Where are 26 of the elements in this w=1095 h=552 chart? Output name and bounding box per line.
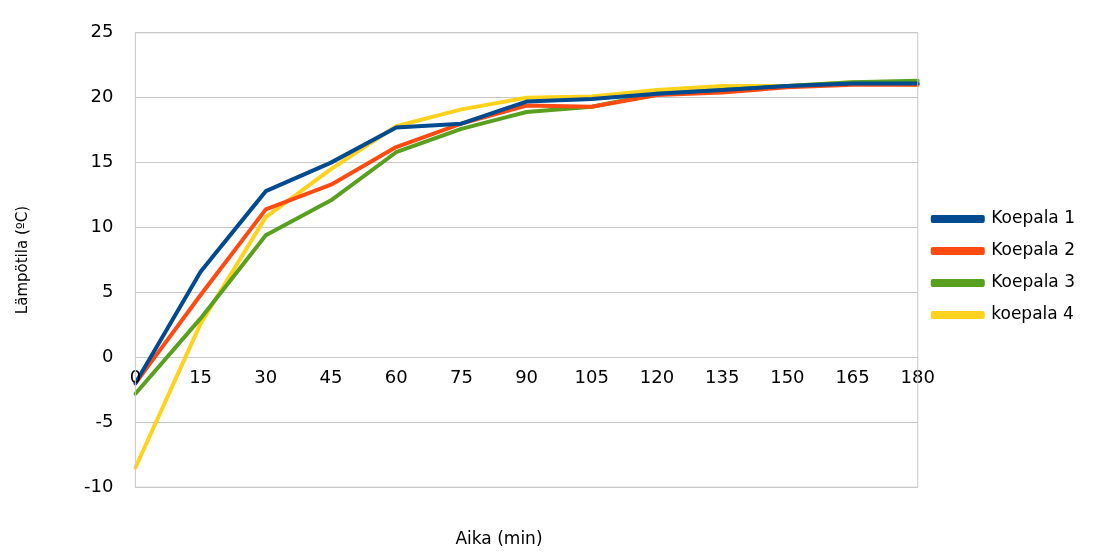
y-tick-label: 10: [90, 215, 114, 237]
y-tick-label: 25: [90, 20, 114, 42]
y-tick-label: 20: [90, 85, 114, 107]
y-axis-title: Lämpötila (ºC): [12, 205, 31, 315]
legend-label: Koepala 3: [991, 271, 1075, 292]
legend-label: Koepala 2: [991, 239, 1075, 260]
x-axis-title: Aika (min): [454, 528, 544, 548]
x-tick-label: 15: [189, 366, 213, 388]
x-tick-label: 180: [900, 366, 935, 388]
x-tick-label: 30: [254, 366, 278, 388]
y-tick-label: 0: [101, 345, 114, 367]
x-tick-label: 45: [319, 366, 343, 388]
y-tick-label: -10: [83, 474, 114, 496]
x-tick-label: 150: [770, 366, 805, 388]
y-tick-label: 5: [101, 280, 114, 302]
x-tick-label: 165: [835, 366, 870, 388]
x-tick-label: 120: [639, 366, 675, 388]
legend-label: Koepala 1: [991, 207, 1075, 228]
x-tick-label: 75: [449, 366, 473, 388]
legend-label: koepala 4: [991, 303, 1074, 324]
x-tick-label: 105: [574, 366, 609, 388]
x-tick-label: 90: [515, 366, 539, 388]
y-tick-label: 15: [90, 150, 114, 172]
x-tick-label: 135: [705, 366, 740, 388]
x-tick-label: 60: [384, 366, 408, 388]
y-tick-label: -5: [95, 409, 114, 431]
